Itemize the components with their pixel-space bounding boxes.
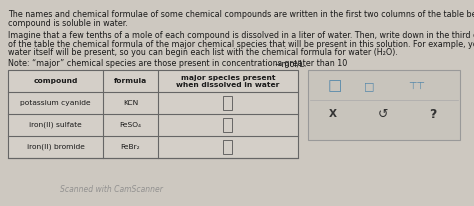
Text: of the table the chemical formula of the major chemical species that will be pre: of the table the chemical formula of the…: [8, 40, 474, 48]
Text: X: X: [329, 109, 337, 119]
Text: ⊤⊤: ⊤⊤: [409, 81, 426, 91]
Text: ↺: ↺: [378, 108, 388, 121]
Text: □: □: [364, 81, 374, 91]
Text: FeSO₄: FeSO₄: [119, 122, 142, 128]
Text: formula: formula: [114, 78, 147, 84]
Text: Note: “major” chemical species are those present in concentrations greater than : Note: “major” chemical species are those…: [8, 59, 347, 68]
Text: ?: ?: [429, 108, 437, 121]
Bar: [224, 96, 233, 110]
Text: Scanned with CamScanner: Scanned with CamScanner: [60, 185, 163, 194]
Text: compound is soluble in water.: compound is soluble in water.: [8, 19, 128, 27]
Text: water itself will be present, so you can begin each list with the chemical formu: water itself will be present, so you can…: [8, 48, 398, 57]
Text: mol/L.: mol/L.: [280, 59, 307, 68]
Text: FeBr₂: FeBr₂: [121, 144, 140, 150]
Bar: [224, 118, 233, 132]
Bar: [224, 140, 233, 154]
Text: potassium cyanide: potassium cyanide: [20, 100, 91, 106]
Text: −6: −6: [274, 62, 283, 67]
Text: major species present
when dissolved in water: major species present when dissolved in …: [176, 75, 280, 88]
Bar: [308, 70, 460, 140]
Text: iron(II) bromide: iron(II) bromide: [27, 144, 84, 150]
Bar: [8, 70, 298, 158]
Text: Imagine that a few tenths of a mole of each compound is dissolved in a liter of : Imagine that a few tenths of a mole of e…: [8, 31, 474, 40]
Text: The names and chemical formulae of some chemical compounds are written in the fi: The names and chemical formulae of some …: [8, 10, 474, 19]
Text: □: □: [328, 78, 342, 94]
Text: KCN: KCN: [123, 100, 138, 106]
Text: iron(II) sulfate: iron(II) sulfate: [29, 122, 82, 128]
Text: compound: compound: [33, 78, 78, 84]
